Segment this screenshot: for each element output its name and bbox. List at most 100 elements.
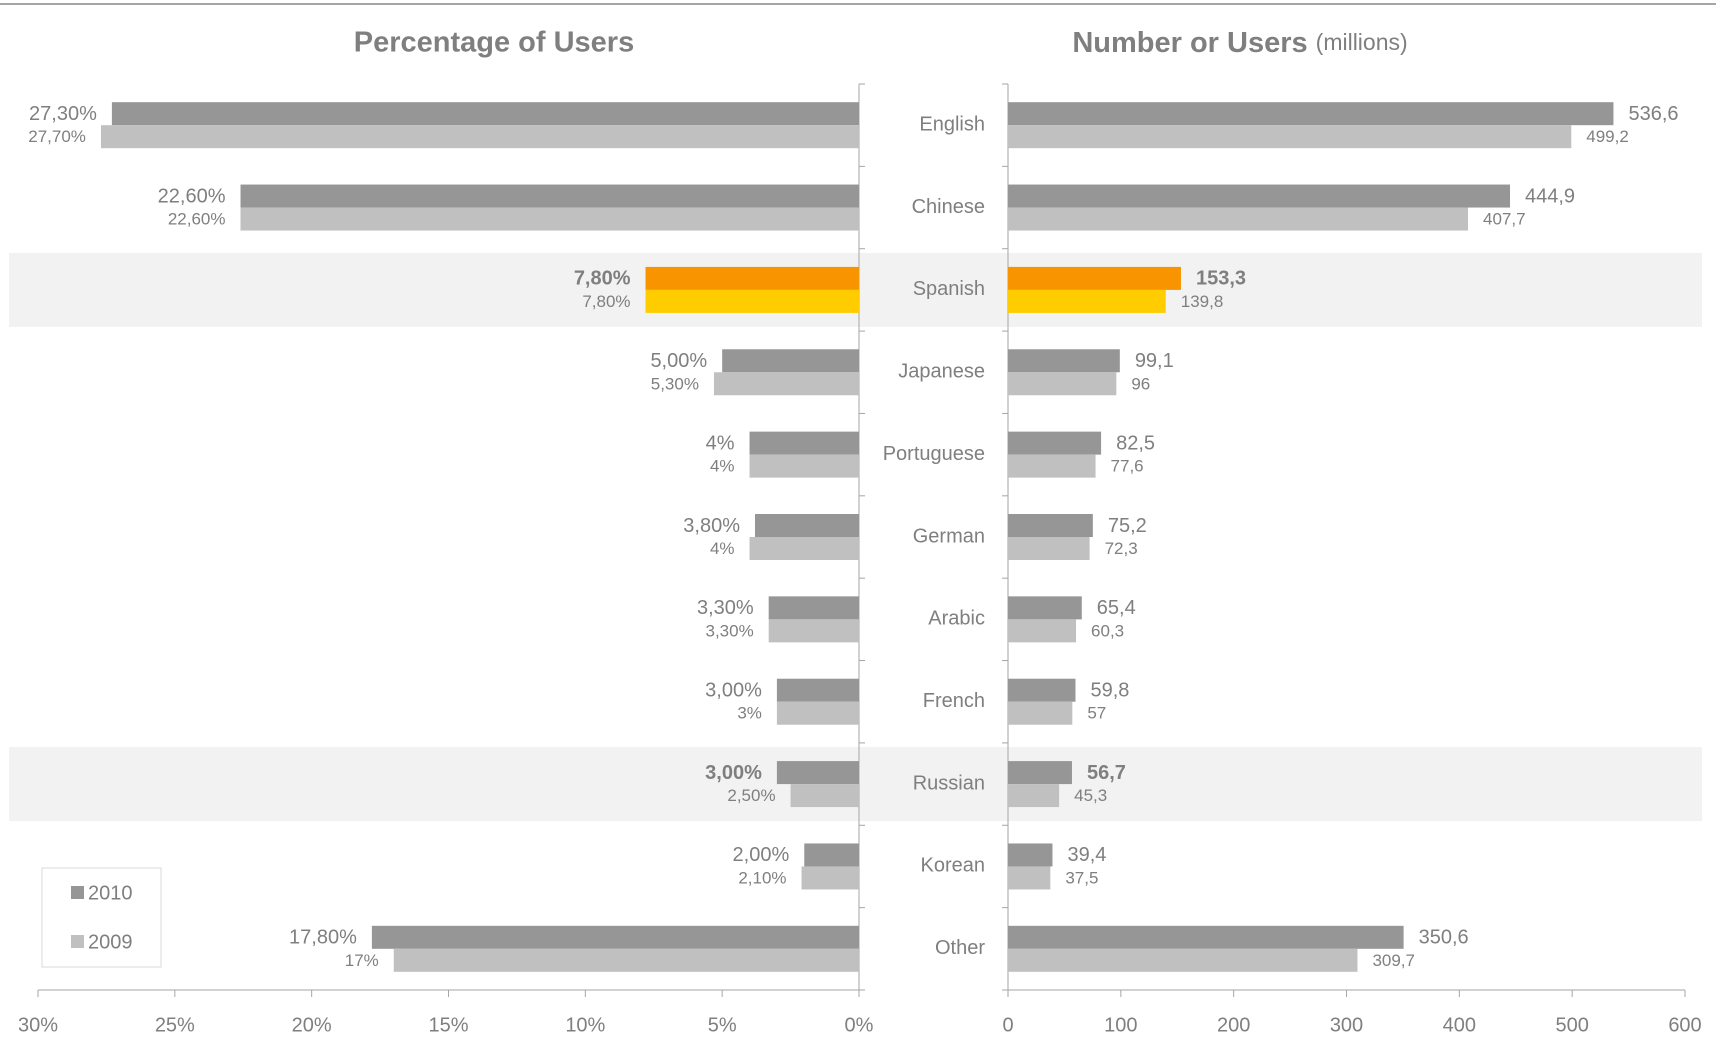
x-tick-label: 0% — [845, 1014, 874, 1036]
value-label: 4% — [710, 539, 735, 558]
bar — [1008, 349, 1120, 373]
x-tick-label: 10% — [565, 1014, 605, 1036]
value-label: 5,30% — [651, 374, 699, 393]
bar — [804, 843, 859, 867]
value-label: 407,7 — [1483, 210, 1526, 229]
category-label: Portuguese — [883, 443, 985, 465]
bar — [776, 701, 859, 725]
bar — [1008, 514, 1093, 537]
left-title: Percentage of Users — [354, 27, 634, 59]
category-label: Arabic — [928, 608, 985, 630]
value-label: 536,6 — [1628, 103, 1678, 125]
value-label: 2,10% — [738, 868, 786, 887]
bar — [1008, 596, 1082, 620]
value-label: 37,5 — [1065, 868, 1098, 887]
bar — [240, 184, 860, 208]
category-label: English — [919, 113, 985, 135]
bar — [768, 619, 859, 643]
bar — [371, 925, 859, 949]
value-label: 3,80% — [683, 515, 740, 537]
category-label: Japanese — [898, 361, 985, 383]
value-label: 7,80% — [582, 292, 630, 311]
bar — [1008, 678, 1076, 702]
bar — [749, 431, 859, 455]
value-label: 22,60% — [158, 185, 226, 207]
bar — [1008, 102, 1614, 126]
x-tick-label: 500 — [1555, 1014, 1588, 1036]
value-label: 4% — [710, 457, 735, 476]
value-label: 27,30% — [29, 103, 97, 125]
bar — [1008, 619, 1077, 643]
category-label: Spanish — [913, 278, 985, 300]
category-label: Other — [935, 937, 985, 959]
bar — [755, 514, 859, 537]
value-label: 17% — [345, 951, 379, 970]
category-label: Korean — [921, 855, 986, 877]
value-label: 2,00% — [733, 844, 790, 866]
value-label: 153,3 — [1196, 268, 1246, 290]
x-tick-label: 400 — [1443, 1014, 1476, 1036]
bar — [1008, 784, 1060, 808]
legend-label: 2010 — [88, 882, 133, 904]
x-tick-label: 300 — [1330, 1014, 1363, 1036]
value-label: 3,30% — [697, 597, 754, 619]
bar — [1008, 372, 1117, 396]
value-label: 3,00% — [705, 762, 762, 784]
bar — [722, 349, 859, 373]
value-label: 3% — [737, 704, 762, 723]
bar — [645, 289, 859, 313]
value-label: 3,30% — [705, 621, 753, 640]
legend-box — [41, 867, 162, 968]
bar — [1008, 701, 1073, 725]
bar — [393, 948, 859, 972]
value-label: 17,80% — [289, 927, 357, 949]
bar — [1008, 761, 1072, 785]
bar — [1008, 431, 1102, 455]
value-label: 82,5 — [1116, 432, 1155, 454]
bar — [749, 454, 859, 478]
value-label: 2,50% — [727, 786, 775, 805]
right-title-main: Number or Users — [1072, 27, 1307, 59]
bar — [645, 266, 859, 290]
value-label: 309,7 — [1372, 951, 1415, 970]
bar — [1008, 948, 1358, 972]
x-tick-label: 5% — [708, 1014, 737, 1036]
value-label: 27,70% — [28, 127, 86, 146]
value-label: 3,00% — [705, 680, 762, 702]
right-subtitle: (millions) — [1316, 29, 1408, 55]
bar — [776, 761, 859, 785]
x-tick-label: 600 — [1668, 1014, 1701, 1036]
value-label: 60,3 — [1091, 621, 1124, 640]
bar — [100, 125, 859, 149]
x-tick-label: 25% — [155, 1014, 195, 1036]
value-label: 4% — [706, 432, 735, 454]
bar — [1008, 866, 1051, 890]
value-label: 5,00% — [650, 350, 707, 372]
value-label: 45,3 — [1074, 786, 1107, 805]
x-tick-label: 0 — [1002, 1014, 1013, 1036]
value-label: 499,2 — [1586, 127, 1629, 146]
value-label: 57 — [1087, 704, 1106, 723]
x-tick-label: 15% — [428, 1014, 468, 1036]
x-tick-label: 30% — [18, 1014, 58, 1036]
bar — [1008, 925, 1404, 949]
bar — [1008, 843, 1053, 867]
bar — [1008, 125, 1572, 149]
bar — [776, 678, 859, 702]
legend-swatch — [71, 886, 84, 899]
bar — [713, 372, 859, 396]
value-label: 65,4 — [1097, 597, 1136, 619]
value-label: 77,6 — [1111, 457, 1144, 476]
legend-label: 2009 — [88, 931, 133, 953]
value-label: 75,2 — [1108, 515, 1147, 537]
value-label: 96 — [1131, 374, 1150, 393]
bar — [1008, 289, 1166, 313]
value-label: 99,1 — [1135, 350, 1174, 372]
x-tick-label: 200 — [1217, 1014, 1250, 1036]
x-tick-label: 20% — [292, 1014, 332, 1036]
value-label: 7,80% — [574, 268, 631, 290]
bar — [790, 784, 859, 808]
x-tick-label: 100 — [1104, 1014, 1137, 1036]
value-label: 72,3 — [1105, 539, 1138, 558]
bar — [1008, 184, 1510, 208]
